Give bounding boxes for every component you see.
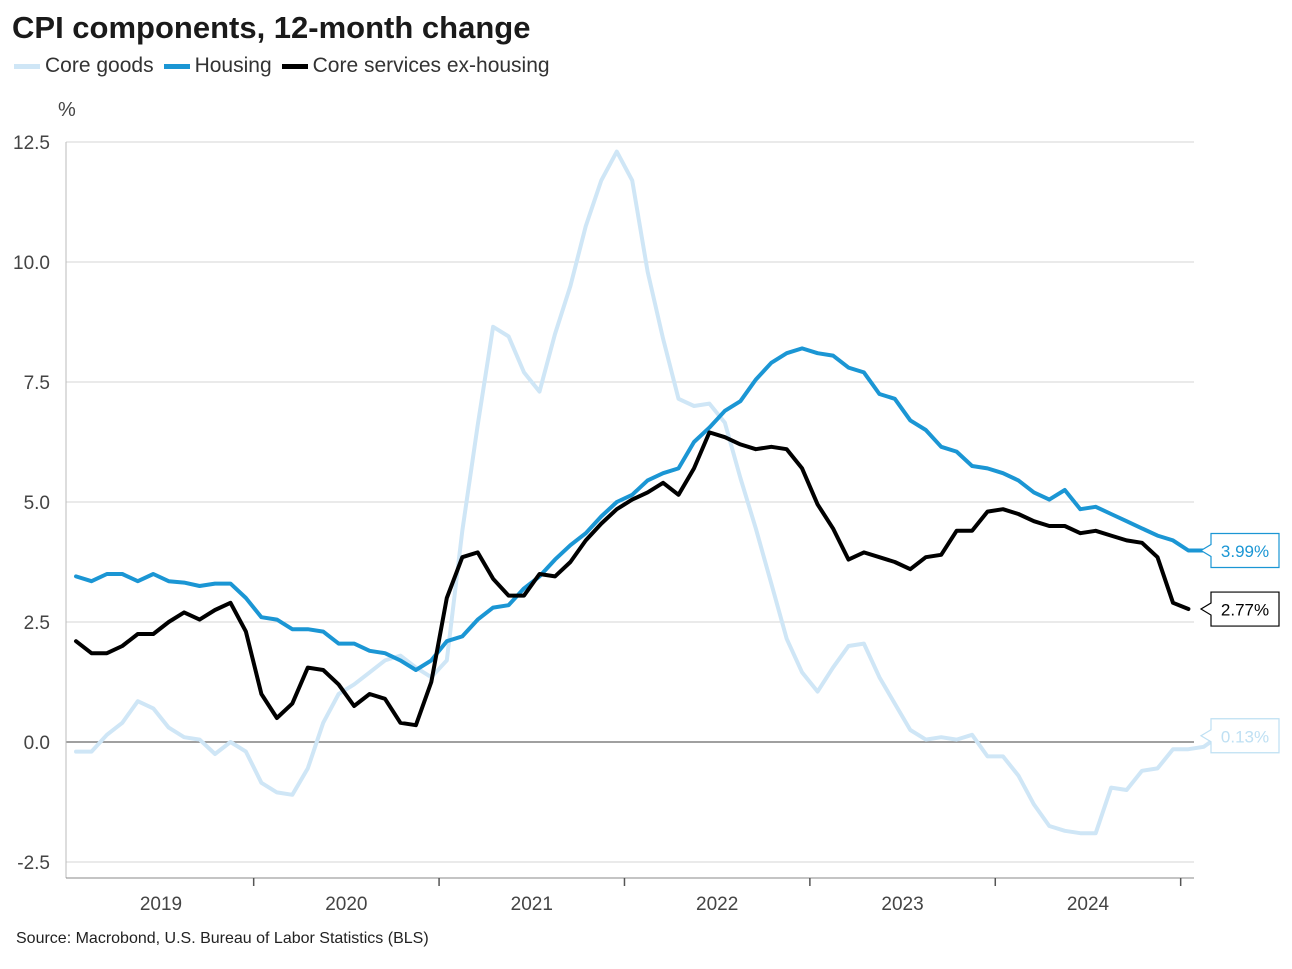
legend-item-core-services: Core services ex-housing	[281, 54, 550, 78]
axes: -2.5 0.0 2.5 5.0 7.5 10.0 12.5% 2019 2020 2021 202…	[13, 99, 1194, 915]
y-tick-label: 7.5	[24, 373, 50, 394]
x-tick-label: 2021	[511, 894, 553, 915]
series-lines	[74, 149, 1222, 836]
legend-label-core-services: Core services ex-housing	[312, 54, 550, 77]
x-tick-label: 2022	[696, 894, 738, 915]
y-tick-label: 10.0	[13, 253, 50, 274]
x-tick-label: 2020	[325, 894, 367, 915]
series-line-core-services-ex-housing	[74, 430, 1191, 728]
legend-swatch-core-services	[281, 63, 308, 69]
end-label-box-core-goods	[1199, 718, 1280, 754]
legend-item-core-goods: Core goods	[14, 54, 154, 78]
end-label-box-housing	[1199, 532, 1280, 569]
chart-title: CPI components, 12-month change	[12, 10, 531, 45]
x-tick-label: 2023	[881, 894, 923, 915]
y-tick-label: 5.0	[24, 493, 50, 514]
end-label-core-services-ex-housing: 2.77%	[1221, 601, 1269, 620]
legend: Core goods Housing Core services ex-hous…	[14, 54, 560, 78]
end-label-box-core-services-ex-housing	[1199, 591, 1280, 627]
legend-swatch-housing	[163, 63, 190, 69]
legend-swatch-core-goods	[14, 63, 40, 69]
y-tick-label: 0.0	[24, 733, 50, 754]
legend-label-housing: Housing	[194, 54, 272, 77]
x-tick-label: 2024	[1067, 894, 1110, 915]
y-tick-label: -2.5	[17, 853, 50, 874]
legend-label-core-goods: Core goods	[45, 54, 154, 77]
end-label-core-goods: 0.13%	[1221, 727, 1269, 746]
source-note: Source: Macrobond, U.S. Bureau of Labor …	[16, 930, 429, 947]
end-labels: 0.13% 3.99% 2.77%	[1199, 532, 1280, 754]
y-tick-label: 2.5	[24, 613, 50, 634]
x-tick-label: 2019	[140, 894, 182, 915]
end-label-housing: 3.99%	[1221, 542, 1269, 561]
series-line-core-goods	[74, 149, 1222, 836]
series-line-housing	[74, 346, 1206, 672]
y-axis-label: %	[58, 99, 76, 121]
legend-item-housing: Housing	[163, 54, 272, 78]
y-tick-label: 12.5	[13, 133, 50, 154]
